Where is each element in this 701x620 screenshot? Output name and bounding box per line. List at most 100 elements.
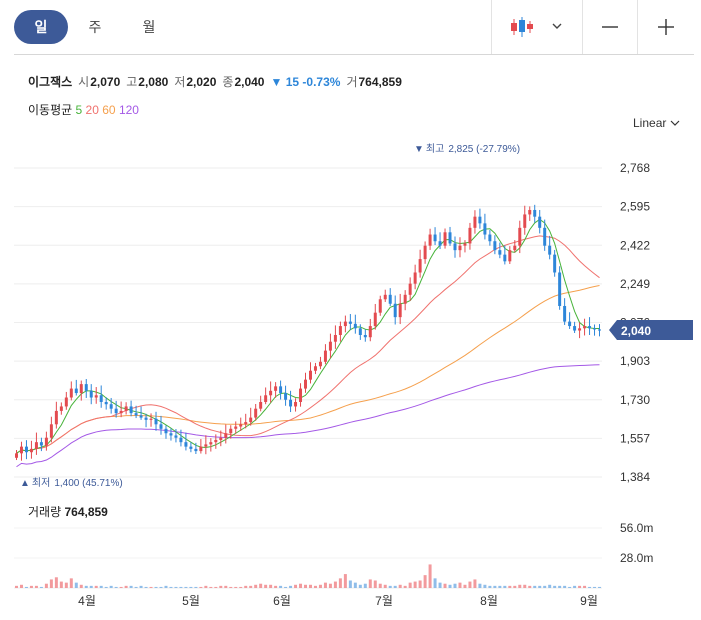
volume-bar — [378, 583, 382, 588]
candle-body — [348, 321, 352, 324]
candle — [39, 437, 43, 452]
candle — [563, 298, 567, 325]
volume-bar — [169, 586, 173, 588]
volume-bar — [144, 586, 148, 588]
candle-body — [114, 408, 118, 414]
candle-body — [149, 418, 153, 420]
low-annotation-label: ▲ 최저 1,400 (45.71%) — [20, 477, 123, 489]
candle-body — [284, 393, 288, 400]
volume-bar — [104, 586, 108, 588]
candle — [129, 400, 133, 417]
candle — [403, 290, 407, 311]
ma20-line — [16, 235, 600, 454]
candle-body — [463, 243, 467, 246]
candle — [59, 402, 63, 415]
candle — [64, 391, 68, 410]
volume-bar — [174, 586, 178, 588]
candle — [249, 407, 253, 426]
candle — [134, 405, 138, 419]
volume-bar — [24, 586, 28, 588]
change-value: 15 — [285, 74, 300, 89]
ma60-label: 60 — [102, 103, 116, 117]
volume-bar — [348, 580, 352, 588]
candle-body — [144, 417, 148, 420]
candle-body — [518, 227, 522, 246]
candle-body — [433, 234, 437, 242]
volume-bar — [333, 581, 337, 588]
candle — [323, 344, 327, 365]
volume-bar — [373, 580, 377, 588]
volume-bar — [423, 575, 427, 588]
tab-month[interactable]: 월 — [142, 19, 156, 35]
volume-bar — [368, 579, 372, 588]
candle-body — [129, 406, 133, 414]
candle — [264, 387, 268, 405]
candle-body — [568, 321, 572, 327]
candle-body — [443, 232, 447, 246]
chart-type-selector[interactable] — [491, 0, 582, 54]
candle-body — [289, 399, 293, 407]
ma20-label: 20 — [85, 103, 99, 117]
candle-body — [483, 223, 487, 235]
volume-axis: 56.0m 28.0m — [620, 521, 653, 565]
volume-bar — [593, 586, 597, 588]
candle — [388, 288, 392, 306]
candle-body — [154, 418, 158, 425]
candle — [428, 228, 432, 250]
tab-week[interactable]: 주 — [88, 19, 102, 35]
volume-bar — [428, 564, 432, 588]
zoom-in-button[interactable] — [637, 0, 694, 54]
volume-bar — [503, 585, 507, 588]
candle — [393, 295, 397, 325]
tab-day[interactable]: 일 — [14, 10, 68, 44]
volume-bar — [209, 586, 213, 588]
volume-title-value: 764,859 — [64, 505, 108, 519]
volume-bar — [563, 585, 567, 588]
candle-body — [338, 326, 342, 336]
volume-bar — [154, 586, 158, 588]
volume-bar — [109, 585, 113, 588]
volume-bar — [19, 584, 23, 588]
zoom-out-button[interactable] — [582, 0, 637, 54]
candle-body — [523, 214, 527, 228]
candle — [433, 227, 437, 246]
candle-body — [398, 303, 402, 318]
candle — [528, 206, 532, 221]
candle-body — [538, 216, 542, 228]
candle-body — [343, 321, 347, 327]
volume-bar — [558, 585, 562, 588]
volume-bar — [179, 586, 183, 588]
candle — [74, 379, 78, 396]
candle-body — [423, 245, 427, 260]
candle-body — [583, 326, 587, 329]
candle — [378, 295, 382, 316]
candle-body — [308, 370, 312, 380]
candle — [523, 205, 527, 235]
price-tick: 1,557 — [620, 431, 650, 445]
volume-bar — [149, 586, 153, 588]
candle — [333, 325, 337, 349]
ma5-line — [16, 218, 600, 454]
candle-body — [164, 428, 168, 434]
volume-bar — [69, 578, 73, 588]
candle — [418, 249, 422, 278]
volume-bar — [59, 581, 63, 588]
price-tick: 2,768 — [620, 161, 650, 175]
volume-bar — [304, 584, 308, 588]
candle — [174, 428, 178, 443]
volume-bar — [568, 586, 572, 588]
candle — [573, 321, 577, 333]
volume-bar — [189, 586, 193, 588]
scale-selector[interactable]: Linear — [633, 116, 680, 130]
volume-label: 거 — [346, 75, 358, 89]
candle-body — [34, 442, 38, 449]
volume-bar — [239, 586, 243, 588]
volume-bar — [39, 586, 43, 588]
volume-bar — [323, 582, 327, 588]
candle-body — [393, 303, 397, 318]
candle-body — [259, 401, 263, 409]
candle — [294, 398, 298, 412]
ma120-line — [16, 364, 600, 468]
candle — [423, 241, 427, 264]
